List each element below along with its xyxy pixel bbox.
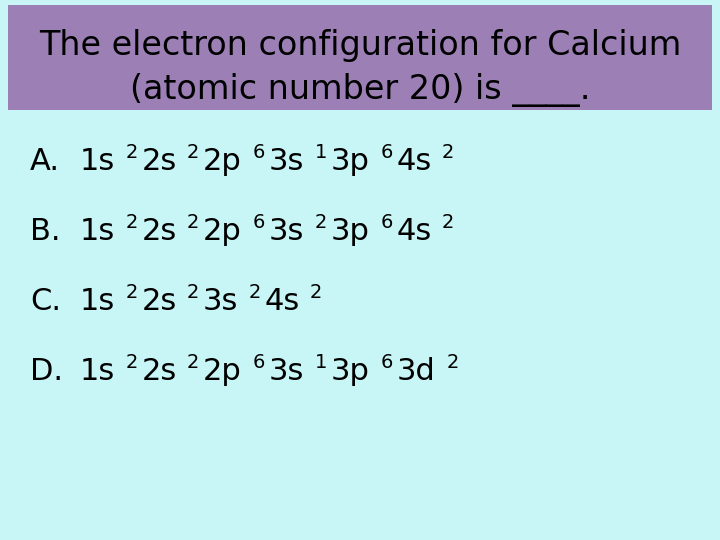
Text: 1s: 1s — [80, 147, 115, 176]
Text: 6: 6 — [381, 213, 393, 232]
Text: 2s: 2s — [141, 287, 176, 316]
Text: 3s: 3s — [203, 287, 238, 316]
Text: 1s: 1s — [80, 357, 115, 386]
Text: 3p: 3p — [330, 357, 369, 386]
Text: 1s: 1s — [80, 287, 115, 316]
FancyBboxPatch shape — [8, 5, 712, 110]
Text: 3p: 3p — [330, 217, 369, 246]
Text: 2: 2 — [187, 283, 199, 302]
Text: 2s: 2s — [141, 357, 176, 386]
Text: 2: 2 — [442, 213, 454, 232]
Text: 1: 1 — [315, 353, 327, 372]
Text: 4s: 4s — [264, 287, 300, 316]
Text: 2p: 2p — [203, 217, 242, 246]
Text: 1s: 1s — [80, 217, 115, 246]
Text: (atomic number 20) is ____.: (atomic number 20) is ____. — [130, 73, 590, 107]
Text: 6: 6 — [381, 143, 393, 162]
Text: 2: 2 — [125, 353, 138, 372]
Text: 6: 6 — [253, 353, 265, 372]
Text: 2: 2 — [187, 143, 199, 162]
Text: 2s: 2s — [141, 147, 176, 176]
Text: 2: 2 — [315, 213, 327, 232]
Text: 3s: 3s — [269, 147, 305, 176]
Text: A.: A. — [30, 147, 60, 176]
Text: 6: 6 — [253, 143, 265, 162]
Text: 3s: 3s — [269, 217, 305, 246]
Text: 3d: 3d — [397, 357, 436, 386]
Text: 4s: 4s — [397, 147, 432, 176]
Text: 2: 2 — [187, 353, 199, 372]
Text: 3p: 3p — [330, 147, 369, 176]
Text: 2: 2 — [442, 143, 454, 162]
Text: 2: 2 — [248, 283, 261, 302]
Text: C.: C. — [30, 287, 61, 316]
Text: 2: 2 — [125, 143, 138, 162]
Text: B.: B. — [30, 217, 60, 246]
Text: 2: 2 — [125, 213, 138, 232]
Text: The electron configuration for Calcium: The electron configuration for Calcium — [39, 29, 681, 62]
Text: D.: D. — [30, 357, 63, 386]
Text: 3s: 3s — [269, 357, 305, 386]
Text: 2: 2 — [125, 283, 138, 302]
Text: 4s: 4s — [397, 217, 432, 246]
Text: 1: 1 — [315, 143, 327, 162]
Text: 2s: 2s — [141, 217, 176, 246]
Text: 6: 6 — [381, 353, 393, 372]
Text: 2: 2 — [310, 283, 323, 302]
Text: 2p: 2p — [203, 357, 242, 386]
Text: 2: 2 — [446, 353, 459, 372]
Text: 2p: 2p — [203, 147, 242, 176]
Text: 6: 6 — [253, 213, 265, 232]
Text: 2: 2 — [187, 213, 199, 232]
